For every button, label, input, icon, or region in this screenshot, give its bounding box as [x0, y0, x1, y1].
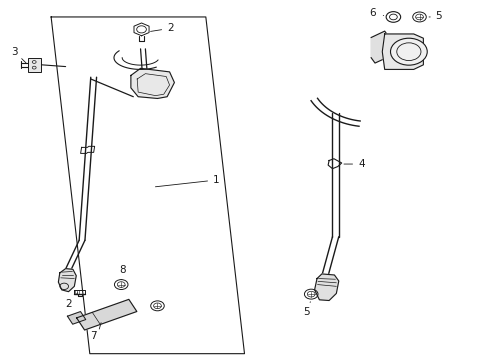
- Polygon shape: [77, 300, 137, 330]
- Bar: [28, 58, 41, 72]
- Text: 3: 3: [12, 48, 18, 57]
- Text: 8: 8: [119, 265, 126, 275]
- Text: 7: 7: [90, 331, 97, 341]
- Polygon shape: [382, 34, 423, 69]
- Text: 1: 1: [155, 175, 219, 187]
- Text: 2: 2: [65, 293, 78, 309]
- Polygon shape: [370, 31, 388, 63]
- Polygon shape: [131, 68, 174, 99]
- Text: 5: 5: [303, 307, 309, 317]
- Text: 4: 4: [343, 159, 364, 169]
- Text: 2: 2: [150, 23, 173, 33]
- Text: 6: 6: [368, 8, 375, 18]
- Text: 5: 5: [435, 11, 441, 21]
- Circle shape: [390, 38, 427, 65]
- Polygon shape: [314, 274, 338, 301]
- Polygon shape: [67, 311, 85, 324]
- Polygon shape: [58, 269, 76, 292]
